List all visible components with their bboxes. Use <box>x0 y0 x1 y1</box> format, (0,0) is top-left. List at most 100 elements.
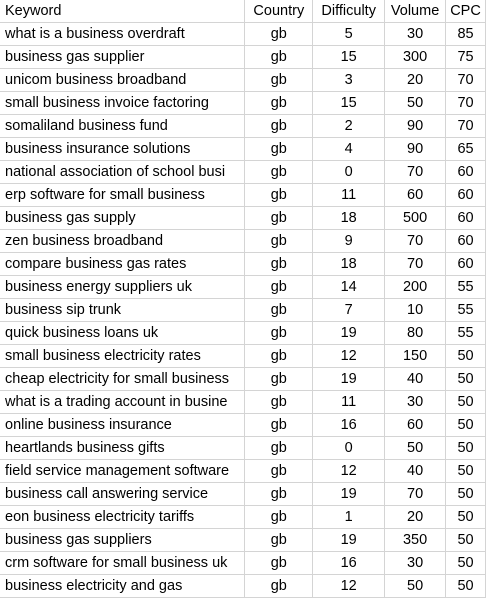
cell-cpc[interactable]: 50 <box>445 482 486 506</box>
cell-keyword[interactable]: business insurance solutions <box>0 137 246 161</box>
cell-keyword[interactable]: small business invoice factoring <box>0 91 246 115</box>
cell-keyword[interactable]: unicom business broadband <box>0 68 246 92</box>
cell-keyword[interactable]: business gas supply <box>0 206 246 230</box>
cell-difficulty[interactable]: 1 <box>312 505 386 529</box>
cell-cpc[interactable]: 50 <box>445 436 486 460</box>
cell-keyword[interactable]: erp software for small business <box>0 183 246 207</box>
cell-cpc[interactable]: 50 <box>445 528 486 552</box>
cell-volume[interactable]: 150 <box>384 344 447 368</box>
cell-keyword[interactable]: business call answering service <box>0 482 246 506</box>
cell-cpc[interactable]: 60 <box>445 183 486 207</box>
cell-cpc[interactable]: 60 <box>445 206 486 230</box>
cell-volume[interactable]: 50 <box>384 91 447 115</box>
header-country[interactable]: Country <box>244 0 314 23</box>
cell-difficulty[interactable]: 14 <box>312 275 386 299</box>
cell-difficulty[interactable]: 19 <box>312 321 386 345</box>
cell-volume[interactable]: 90 <box>384 114 447 138</box>
cell-volume[interactable]: 60 <box>384 413 447 437</box>
cell-keyword[interactable]: online business insurance <box>0 413 246 437</box>
cell-country[interactable]: gb <box>244 505 314 529</box>
cell-difficulty[interactable]: 2 <box>312 114 386 138</box>
header-volume[interactable]: Volume <box>384 0 447 23</box>
cell-keyword[interactable]: crm software for small business uk <box>0 551 246 575</box>
cell-country[interactable]: gb <box>244 459 314 483</box>
cell-country[interactable]: gb <box>244 252 314 276</box>
cell-country[interactable]: gb <box>244 298 314 322</box>
cell-volume[interactable]: 50 <box>384 574 447 598</box>
cell-country[interactable]: gb <box>244 321 314 345</box>
cell-volume[interactable]: 200 <box>384 275 447 299</box>
cell-cpc[interactable]: 70 <box>445 114 486 138</box>
cell-cpc[interactable]: 85 <box>445 22 486 46</box>
cell-difficulty[interactable]: 19 <box>312 482 386 506</box>
cell-cpc[interactable]: 70 <box>445 91 486 115</box>
cell-keyword[interactable]: zen business broadband <box>0 229 246 253</box>
cell-difficulty[interactable]: 15 <box>312 45 386 69</box>
cell-difficulty[interactable]: 15 <box>312 91 386 115</box>
cell-volume[interactable]: 70 <box>384 482 447 506</box>
cell-country[interactable]: gb <box>244 344 314 368</box>
cell-cpc[interactable]: 50 <box>445 390 486 414</box>
cell-country[interactable]: gb <box>244 206 314 230</box>
cell-keyword[interactable]: cheap electricity for small business <box>0 367 246 391</box>
cell-keyword[interactable]: business sip trunk <box>0 298 246 322</box>
cell-difficulty[interactable]: 18 <box>312 206 386 230</box>
cell-volume[interactable]: 350 <box>384 528 447 552</box>
cell-country[interactable]: gb <box>244 413 314 437</box>
cell-keyword[interactable]: business electricity and gas <box>0 574 246 598</box>
cell-difficulty[interactable]: 19 <box>312 528 386 552</box>
cell-volume[interactable]: 40 <box>384 367 447 391</box>
header-cpc[interactable]: CPC <box>445 0 486 23</box>
cell-keyword[interactable]: what is a trading account in busine <box>0 390 246 414</box>
cell-cpc[interactable]: 55 <box>445 275 486 299</box>
cell-keyword[interactable]: field service management software <box>0 459 246 483</box>
cell-volume[interactable]: 20 <box>384 505 447 529</box>
cell-cpc[interactable]: 55 <box>445 298 486 322</box>
cell-volume[interactable]: 500 <box>384 206 447 230</box>
cell-difficulty[interactable]: 16 <box>312 413 386 437</box>
cell-country[interactable]: gb <box>244 551 314 575</box>
cell-difficulty[interactable]: 12 <box>312 459 386 483</box>
cell-country[interactable]: gb <box>244 482 314 506</box>
cell-difficulty[interactable]: 9 <box>312 229 386 253</box>
cell-country[interactable]: gb <box>244 436 314 460</box>
cell-keyword[interactable]: what is a business overdraft <box>0 22 246 46</box>
cell-difficulty[interactable]: 19 <box>312 367 386 391</box>
cell-cpc[interactable]: 55 <box>445 321 486 345</box>
cell-keyword[interactable]: compare business gas rates <box>0 252 246 276</box>
cell-difficulty[interactable]: 11 <box>312 390 386 414</box>
cell-cpc[interactable]: 70 <box>445 68 486 92</box>
cell-country[interactable]: gb <box>244 91 314 115</box>
cell-cpc[interactable]: 50 <box>445 459 486 483</box>
cell-keyword[interactable]: business energy suppliers uk <box>0 275 246 299</box>
cell-country[interactable]: gb <box>244 528 314 552</box>
cell-difficulty[interactable]: 3 <box>312 68 386 92</box>
cell-difficulty[interactable]: 16 <box>312 551 386 575</box>
cell-keyword[interactable]: quick business loans uk <box>0 321 246 345</box>
cell-cpc[interactable]: 50 <box>445 367 486 391</box>
cell-keyword[interactable]: national association of school busi <box>0 160 246 184</box>
cell-cpc[interactable]: 50 <box>445 574 486 598</box>
cell-volume[interactable]: 20 <box>384 68 447 92</box>
cell-keyword[interactable]: business gas suppliers <box>0 528 246 552</box>
cell-country[interactable]: gb <box>244 390 314 414</box>
cell-country[interactable]: gb <box>244 137 314 161</box>
cell-cpc[interactable]: 60 <box>445 160 486 184</box>
cell-volume[interactable]: 30 <box>384 390 447 414</box>
cell-difficulty[interactable]: 0 <box>312 436 386 460</box>
cell-volume[interactable]: 70 <box>384 229 447 253</box>
cell-cpc[interactable]: 50 <box>445 344 486 368</box>
cell-difficulty[interactable]: 0 <box>312 160 386 184</box>
header-keyword[interactable]: Keyword <box>0 0 246 23</box>
cell-volume[interactable]: 90 <box>384 137 447 161</box>
cell-difficulty[interactable]: 5 <box>312 22 386 46</box>
cell-keyword[interactable]: heartlands business gifts <box>0 436 246 460</box>
cell-volume[interactable]: 70 <box>384 252 447 276</box>
header-difficulty[interactable]: Difficulty <box>312 0 386 23</box>
cell-cpc[interactable]: 50 <box>445 551 486 575</box>
cell-cpc[interactable]: 65 <box>445 137 486 161</box>
cell-difficulty[interactable]: 12 <box>312 574 386 598</box>
cell-difficulty[interactable]: 18 <box>312 252 386 276</box>
cell-cpc[interactable]: 50 <box>445 413 486 437</box>
cell-country[interactable]: gb <box>244 367 314 391</box>
